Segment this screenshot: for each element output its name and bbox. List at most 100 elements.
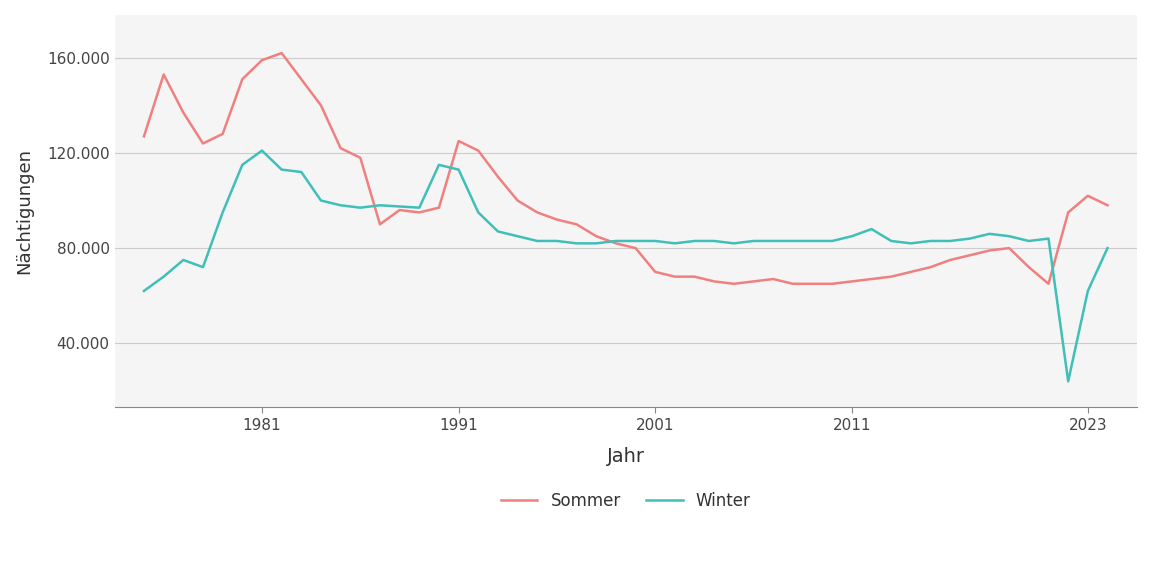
- Winter: [570, 240, 584, 247]
- Winter: [452, 166, 465, 173]
- Winter: [510, 233, 524, 240]
- Sommer: [668, 273, 682, 280]
- Winter: [786, 237, 799, 244]
- Sommer: [825, 281, 839, 287]
- Sommer: [334, 145, 348, 151]
- Winter: [904, 240, 918, 247]
- Sommer: [629, 245, 643, 252]
- Sommer: [432, 204, 446, 211]
- Sommer: [1081, 192, 1094, 199]
- Sommer: [235, 76, 249, 83]
- Winter: [176, 256, 190, 263]
- Legend: Sommer, Winter: Sommer, Winter: [494, 486, 758, 517]
- Winter: [649, 237, 662, 244]
- Sommer: [805, 281, 819, 287]
- Sommer: [688, 273, 702, 280]
- Winter: [963, 235, 977, 242]
- Sommer: [727, 281, 741, 287]
- Sommer: [746, 278, 760, 285]
- Winter: [609, 237, 623, 244]
- Line: Winter: Winter: [144, 150, 1107, 381]
- Winter: [215, 209, 229, 216]
- Winter: [491, 228, 505, 235]
- Winter: [196, 264, 210, 271]
- Winter: [825, 237, 839, 244]
- Sommer: [570, 221, 584, 228]
- Winter: [1022, 237, 1036, 244]
- Winter: [235, 161, 249, 168]
- Winter: [885, 237, 899, 244]
- Sommer: [412, 209, 426, 216]
- Winter: [412, 204, 426, 211]
- Sommer: [393, 207, 407, 214]
- Sommer: [885, 273, 899, 280]
- Y-axis label: Nächtigungen: Nächtigungen: [15, 148, 33, 274]
- Winter: [274, 166, 288, 173]
- Winter: [1041, 235, 1055, 242]
- Sommer: [590, 233, 604, 240]
- Winter: [943, 237, 957, 244]
- Winter: [1100, 245, 1114, 252]
- Winter: [295, 169, 309, 176]
- Sommer: [865, 275, 879, 282]
- Sommer: [196, 140, 210, 147]
- Sommer: [844, 278, 858, 285]
- Winter: [1002, 233, 1016, 240]
- Sommer: [314, 102, 328, 109]
- Sommer: [354, 154, 367, 161]
- Sommer: [963, 252, 977, 259]
- Winter: [746, 237, 760, 244]
- Sommer: [943, 256, 957, 263]
- Sommer: [1100, 202, 1114, 209]
- Winter: [766, 237, 780, 244]
- Winter: [354, 204, 367, 211]
- Sommer: [295, 76, 309, 83]
- Winter: [255, 147, 268, 154]
- Sommer: [1022, 264, 1036, 271]
- Sommer: [1041, 281, 1055, 287]
- Winter: [727, 240, 741, 247]
- Winter: [1081, 287, 1094, 294]
- Winter: [550, 237, 563, 244]
- Sommer: [1061, 209, 1075, 216]
- Sommer: [924, 264, 938, 271]
- Sommer: [137, 133, 151, 140]
- Winter: [590, 240, 604, 247]
- Sommer: [983, 247, 996, 254]
- Sommer: [373, 221, 387, 228]
- Sommer: [215, 131, 229, 138]
- Winter: [805, 237, 819, 244]
- Winter: [707, 237, 721, 244]
- X-axis label: Jahr: Jahr: [607, 447, 645, 466]
- Sommer: [274, 50, 288, 56]
- Winter: [334, 202, 348, 209]
- Sommer: [491, 173, 505, 180]
- Sommer: [452, 138, 465, 145]
- Sommer: [550, 216, 563, 223]
- Winter: [668, 240, 682, 247]
- Winter: [157, 273, 170, 280]
- Winter: [844, 233, 858, 240]
- Winter: [314, 197, 328, 204]
- Winter: [373, 202, 387, 209]
- Sommer: [786, 281, 799, 287]
- Winter: [629, 237, 643, 244]
- Winter: [924, 237, 938, 244]
- Winter: [471, 209, 485, 216]
- Sommer: [904, 268, 918, 275]
- Sommer: [157, 71, 170, 78]
- Winter: [530, 237, 544, 244]
- Sommer: [766, 275, 780, 282]
- Sommer: [707, 278, 721, 285]
- Winter: [865, 226, 879, 233]
- Sommer: [1002, 245, 1016, 252]
- Sommer: [609, 240, 623, 247]
- Winter: [688, 237, 702, 244]
- Winter: [1061, 378, 1075, 385]
- Winter: [983, 230, 996, 237]
- Sommer: [530, 209, 544, 216]
- Sommer: [649, 268, 662, 275]
- Line: Sommer: Sommer: [144, 53, 1107, 284]
- Winter: [432, 161, 446, 168]
- Sommer: [471, 147, 485, 154]
